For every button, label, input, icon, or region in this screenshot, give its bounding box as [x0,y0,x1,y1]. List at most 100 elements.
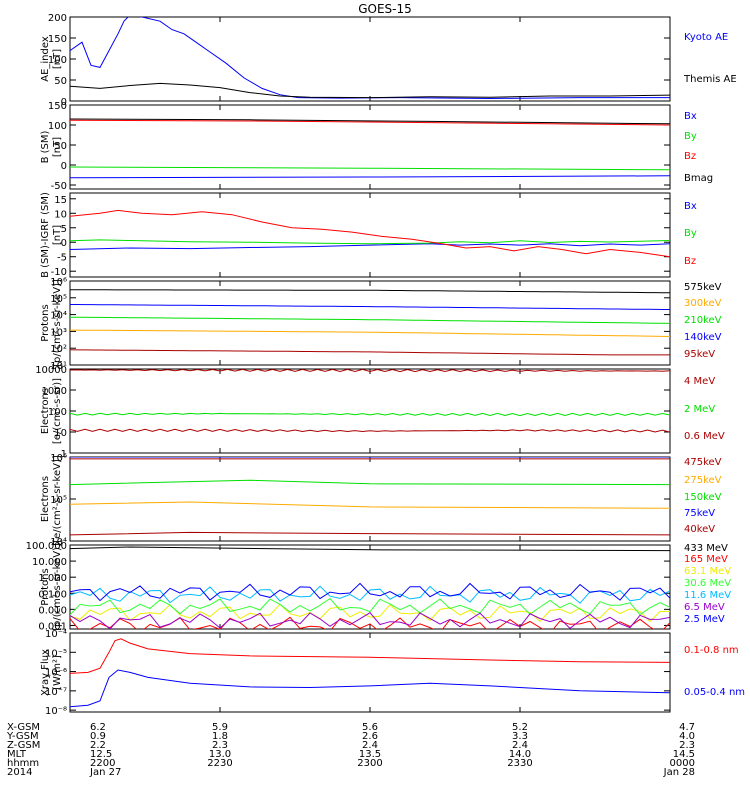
legend-label: 2.5 MeV [684,614,725,625]
ephemeris-value: 2200 [90,758,115,769]
legend-label: 150keV [684,492,722,503]
series-line-electrons_mev-1 [70,412,670,417]
y-axis-label: B (SM) [40,130,51,163]
y-tick-label: 0 [61,161,67,172]
series-line-protons_low-3 [70,304,670,310]
ephemeris-row-label: MLT [7,749,27,760]
panel-xray: 10⁻⁸ 10⁻⁷ 10⁻⁶ 10⁻⁵ 10⁻⁴ Xray Flux [W/m²] 0.1-0… [40,629,745,717]
y-axis-label: [nT] [52,49,63,69]
y-tick-label: 10000 [35,365,67,376]
ephemeris-value: 2230 [207,758,232,769]
y-tick-label: 10⁻⁷ [45,687,67,698]
series-line-electrons_mev-2 [70,428,670,433]
panel-frame [69,632,671,713]
panel-ae: 0 50 100 150 200 AE_index [nT] Kyoto AE Themis A… [40,13,737,108]
ephemeris-row-label: Z-GSM [7,740,40,751]
legend-label: Kyoto AE [684,32,728,43]
panel-bsm: -50 0 50 100 150 B (SM) [nT] Bx By Bz Bmag [40,101,713,192]
series-line-protons_low-2 [70,316,670,324]
y-tick-label: 10⁻⁴ [45,629,67,640]
panel-frame [69,368,671,454]
ephemeris-row-label: 2014 [7,767,32,778]
y-axis-label: Protons [40,568,51,605]
legend-label: By [684,228,697,239]
series-line-electrons_kev-1 [70,501,670,509]
y-tick-label: -5 [57,253,67,264]
legend-label: 0.05-0.4 nm [684,687,745,698]
y-tick-label: 0 [61,97,67,108]
legend-label: 63.1 MeV [684,566,731,577]
panel-frame [69,456,671,542]
panel-electrons_kev: 10⁴ 10⁵ 10⁶ Electrons [e/(cm²-s-sr-keV)] 475k… [40,453,722,548]
y-axis-label: B (SM)-IGRF (SM) [40,192,51,278]
ephemeris-value: 3.3 [512,731,528,742]
ephemeris-table: X-GSMY-GSMZ-GSMMLThhmm20146.20.92.212.52… [6,722,695,778]
series-line-protons_mev-5 [70,612,670,629]
y-axis-label: [W/m²] [52,655,63,690]
y-tick-label: 10 [54,209,67,220]
ephemeris-value: 2.3 [212,740,228,751]
legend-label: 475keV [684,457,722,468]
y-tick-label: 10⁵ [50,294,67,305]
y-tick-label: 10⁶ [50,277,67,288]
y-tick-label: 200 [48,13,67,24]
legend-label: By [684,131,697,142]
y-axis-label: Protons [40,304,51,341]
ephemeris-value: 5.9 [212,722,228,733]
series-line-xray-1 [70,669,670,708]
y-axis-label: Electrons [40,476,51,522]
y-tick-label: 100 [48,55,67,66]
y-axis-label: AE_index [40,36,51,82]
series-line-ae-1 [70,82,670,99]
y-tick-label: 100.000 [26,541,67,552]
ephemeris-row-label: X-GSM [7,722,40,733]
y-tick-label: 10⁴ [50,311,67,322]
series-line-xray-0 [70,638,670,674]
ephemeris-value: 2330 [507,758,532,769]
ephemeris-value: 2.3 [679,740,695,751]
ephemeris-value: 1.8 [212,731,228,742]
y-tick-label: 10⁶ [50,453,67,464]
y-axis-label: Electrons [40,388,51,434]
legend-label: 95keV [684,349,715,360]
ephemeris-value: 5.6 [362,722,378,733]
legend-label: Bmag [684,173,713,184]
ephemeris-value: 2.4 [512,740,528,751]
series-line-electrons_kev-4 [70,531,670,536]
y-tick-label: -10 [51,267,67,278]
legend-label: 165 MeV [684,554,728,565]
series-line-protons_low-4 [70,349,670,356]
y-tick-label: 5 [61,224,67,235]
legend-label: 30.6 MeV [684,578,731,589]
y-tick-label: 10⁻⁸ [45,706,67,717]
legend-label: 0.1-0.8 nm [684,645,739,656]
series-line-protons_mev-0 [70,546,670,552]
legend-label: 0.6 MeV [684,431,725,442]
y-axis-label: [nT] [52,225,63,245]
y-tick-label: 150 [48,101,67,112]
y-axis-label: [p/(cm²-s-sr-keV)] [52,279,63,367]
y-tick-label: 10² [50,344,67,355]
panel-protons_low: 10¹ 10² 10³ 10⁴ 10⁵ 10⁶ Protons [p/(cm²-s-sr-ke… [40,277,722,372]
ephemeris-value: 14.5 [673,749,695,760]
y-tick-label: 100 [48,407,67,418]
legend-label: Bx [684,201,697,212]
series-line-protons_mev-6 [70,582,670,602]
series-line-protons_low-1 [70,329,670,337]
ephemeris-value: 2.2 [90,740,106,751]
y-tick-label: 10¹ [50,361,67,372]
y-tick-label: 0 [61,238,67,249]
ephemeris-value: 12.5 [90,749,112,760]
y-tick-label: 10⁵ [50,495,67,506]
ephemeris-value: Jan 27 [89,767,121,778]
ephemeris-value: 2.4 [362,740,378,751]
ephemeris-value: 2300 [357,758,382,769]
y-tick-label: 10 [54,428,67,439]
y-tick-label: 10⁻⁵ [45,648,67,659]
series-line-bigrf-0 [70,243,670,250]
y-axis-label: [e/(cm²-s-sr)] [52,378,63,444]
series-line-electrons_kev-2 [70,479,670,486]
ephemeris-value: 13.5 [359,749,381,760]
